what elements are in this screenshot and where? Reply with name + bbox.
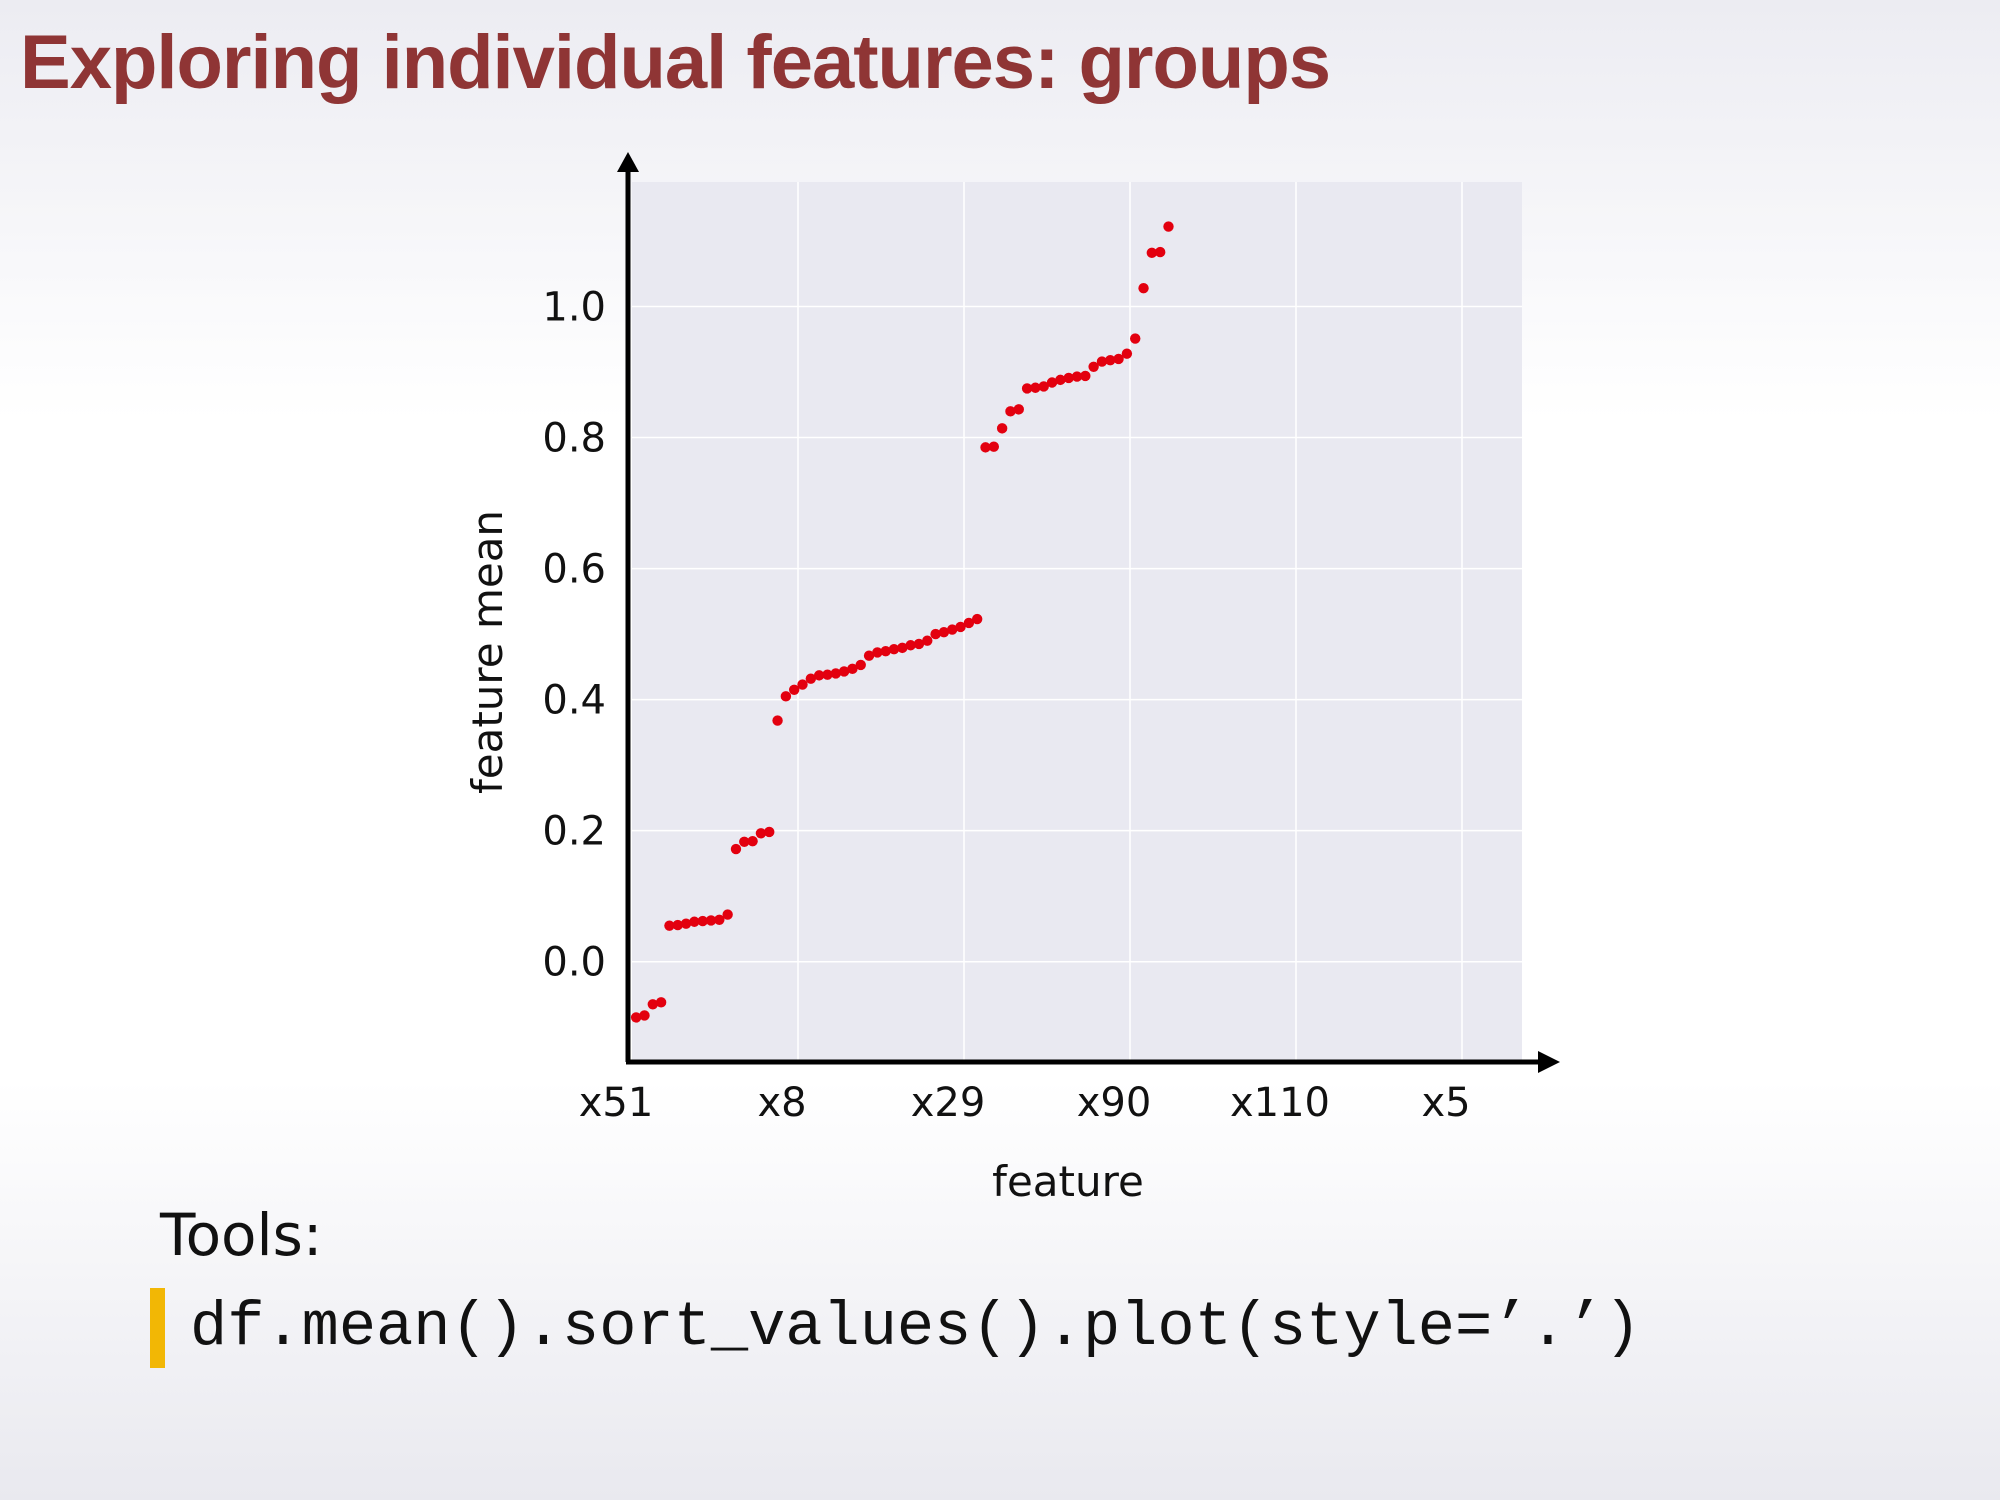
data-point [780,691,792,702]
data-point [888,643,900,655]
slide-title: Exploring individual features: groups [20,20,1331,105]
y-tick-label: 1.0 [542,284,606,330]
data-point [872,647,883,658]
data-point [730,843,742,855]
data-point [813,670,825,681]
y-axis-arrowhead [617,152,639,172]
data-point [705,915,717,926]
data-point [639,1010,650,1021]
data-point [1096,356,1108,367]
data-point [772,715,783,726]
data-point [922,635,933,646]
data-point [1154,246,1166,258]
data-point [830,668,841,679]
y-tick-labels: 0.0 0.2 0.4 0.6 0.8 1.0 [542,284,606,985]
data-point [747,835,758,847]
data-point [788,684,800,695]
y-tick-label: 0.4 [542,678,606,724]
data-point [855,659,866,671]
data-point [863,650,875,661]
data-point [996,423,1008,434]
y-tick-label: 0.0 [542,940,606,986]
data-point [714,914,725,925]
data-point [822,669,833,680]
data-point [838,666,850,677]
data-point [1080,370,1091,382]
data-point [805,673,817,684]
data-point [647,999,658,1010]
data-point [880,645,891,657]
data-point [963,617,975,629]
data-point [722,909,733,920]
data-point [1146,247,1158,258]
code-snippet: df.mean().sort_values().plot(style=’.’) [190,1292,1642,1363]
data-point [655,997,667,1008]
data-point [897,642,908,654]
x-axis-title: feature [992,1157,1144,1206]
x-tick-label: x29 [911,1080,986,1126]
y-tick-label: 0.6 [542,547,606,593]
x-tick-label: x5 [1421,1080,1470,1126]
y-tick-label: 0.2 [542,809,606,855]
data-point [739,836,750,848]
data-point [930,628,941,640]
data-point [905,640,916,651]
data-points [630,221,1174,1023]
data-point [797,679,808,690]
data-point [847,663,858,675]
data-point [947,624,958,635]
data-point [913,638,925,650]
data-point [1071,371,1083,382]
data-point [971,613,983,625]
data-point [1021,383,1033,394]
data-point [664,920,675,931]
data-point [1046,377,1058,388]
data-point [938,626,950,638]
tools-label: Tools: [160,1201,323,1269]
x-axis-arrowhead [1538,1051,1560,1073]
x-tick-label: x110 [1230,1080,1330,1126]
plot-area [632,182,1522,1060]
data-point [630,1012,642,1023]
x-tick-label: x8 [757,1080,806,1126]
data-point [1130,333,1141,344]
code-accent-bar [150,1288,165,1368]
x-tick-labels: x51 x8 x29 x90 x110 x5 [579,1080,1471,1126]
data-point [1121,348,1133,359]
data-point [689,916,700,927]
axes [617,152,1560,1073]
y-axis-title: feature mean [463,510,512,794]
data-point [1063,372,1074,384]
data-point [1030,382,1041,393]
data-point [1038,381,1049,392]
y-tick-label: 0.8 [542,416,606,462]
x-tick-label: x51 [579,1080,654,1126]
data-point [672,919,683,931]
data-point [1163,221,1174,232]
x-tick-label: x90 [1077,1080,1152,1126]
data-point [755,828,767,839]
data-point [1055,374,1066,386]
gridlines [632,182,1522,1060]
data-point [1138,282,1149,294]
data-point [1005,406,1016,417]
data-point [988,441,1000,452]
data-point [1013,404,1024,415]
data-point [764,826,775,838]
data-point [980,442,991,453]
data-point [697,915,708,927]
data-point [955,621,966,633]
data-point [680,918,692,929]
data-point [1105,355,1116,366]
data-point [1113,353,1124,365]
data-point [1088,361,1099,372]
